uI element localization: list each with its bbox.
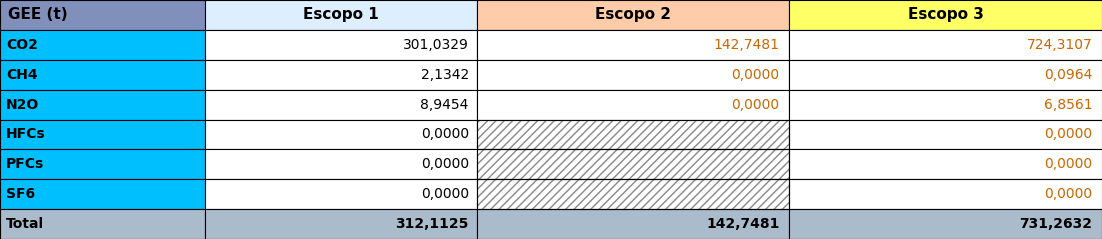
Bar xyxy=(789,179,1102,209)
Text: 724,3107: 724,3107 xyxy=(1027,38,1092,52)
Text: 0,0000: 0,0000 xyxy=(421,157,468,171)
Text: 0,0000: 0,0000 xyxy=(421,187,468,201)
Text: 8,9454: 8,9454 xyxy=(421,98,468,112)
Text: 0,0964: 0,0964 xyxy=(1045,68,1092,82)
Text: Escopo 2: Escopo 2 xyxy=(595,7,671,22)
Bar xyxy=(205,149,477,179)
Bar xyxy=(0,179,205,209)
Bar xyxy=(205,60,477,90)
Text: 2,1342: 2,1342 xyxy=(421,68,468,82)
Text: 142,7481: 142,7481 xyxy=(714,38,779,52)
Bar xyxy=(477,149,789,179)
Text: 301,0329: 301,0329 xyxy=(403,38,468,52)
Bar xyxy=(477,120,789,149)
Bar xyxy=(205,179,477,209)
Bar xyxy=(0,90,205,120)
Bar xyxy=(0,209,205,239)
Text: 6,8561: 6,8561 xyxy=(1044,98,1092,112)
Text: 0,0000: 0,0000 xyxy=(1045,127,1092,141)
Bar xyxy=(0,30,205,60)
Text: Total: Total xyxy=(7,217,44,231)
Bar xyxy=(477,209,789,239)
Bar xyxy=(789,209,1102,239)
Text: CO2: CO2 xyxy=(7,38,39,52)
Bar xyxy=(205,209,477,239)
Bar xyxy=(477,179,789,209)
Text: N2O: N2O xyxy=(7,98,40,112)
Text: HFCs: HFCs xyxy=(7,127,46,141)
Bar xyxy=(205,120,477,149)
Text: PFCs: PFCs xyxy=(7,157,44,171)
Bar xyxy=(477,120,789,149)
Text: 142,7481: 142,7481 xyxy=(706,217,779,231)
Bar xyxy=(789,30,1102,60)
Bar xyxy=(789,90,1102,120)
Text: Escopo 1: Escopo 1 xyxy=(303,7,379,22)
Bar xyxy=(0,0,205,30)
Bar xyxy=(0,60,205,90)
Text: 312,1125: 312,1125 xyxy=(396,217,468,231)
Bar xyxy=(205,0,477,30)
Text: SF6: SF6 xyxy=(7,187,35,201)
Text: 0,0000: 0,0000 xyxy=(1045,187,1092,201)
Bar xyxy=(205,30,477,60)
Bar xyxy=(477,30,789,60)
Bar xyxy=(477,90,789,120)
Text: 0,0000: 0,0000 xyxy=(732,98,779,112)
Bar xyxy=(789,0,1102,30)
Text: 731,2632: 731,2632 xyxy=(1019,217,1092,231)
Text: CH4: CH4 xyxy=(7,68,37,82)
Bar xyxy=(0,149,205,179)
Bar xyxy=(477,149,789,179)
Bar xyxy=(789,60,1102,90)
Text: Escopo 3: Escopo 3 xyxy=(908,7,983,22)
Text: 0,0000: 0,0000 xyxy=(732,68,779,82)
Bar xyxy=(789,149,1102,179)
Bar xyxy=(477,0,789,30)
Bar xyxy=(789,120,1102,149)
Text: GEE (t): GEE (t) xyxy=(8,7,68,22)
Bar xyxy=(477,179,789,209)
Bar xyxy=(205,90,477,120)
Bar xyxy=(0,120,205,149)
Text: 0,0000: 0,0000 xyxy=(1045,157,1092,171)
Bar xyxy=(477,60,789,90)
Text: 0,0000: 0,0000 xyxy=(421,127,468,141)
